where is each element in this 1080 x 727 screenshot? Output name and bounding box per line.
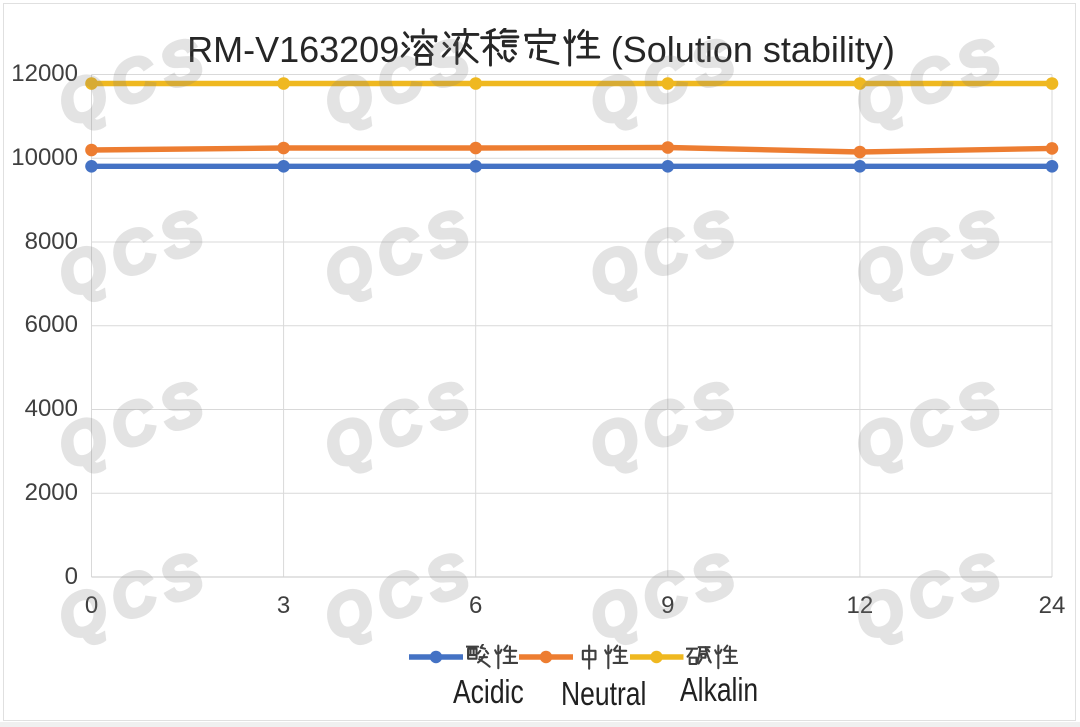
svg-text:QCS: QCS [846, 365, 1016, 482]
svg-text:QCS: QCS [581, 365, 751, 482]
svg-text:QCS: QCS [846, 22, 1016, 139]
svg-text:QCS: QCS [49, 365, 219, 482]
svg-text:QCS: QCS [581, 537, 751, 654]
svg-text:QCS: QCS [581, 194, 751, 311]
svg-text:QCS: QCS [49, 22, 219, 139]
svg-text:QCS: QCS [315, 365, 485, 482]
svg-text:QCS: QCS [846, 537, 1016, 654]
svg-text:QCS: QCS [49, 194, 219, 311]
svg-text:QCS: QCS [581, 22, 751, 139]
svg-text:QCS: QCS [846, 194, 1016, 311]
svg-text:QCS: QCS [315, 194, 485, 311]
svg-text:QCS: QCS [49, 537, 219, 654]
svg-text:QCS: QCS [315, 537, 485, 654]
svg-text:QCS: QCS [315, 22, 485, 139]
